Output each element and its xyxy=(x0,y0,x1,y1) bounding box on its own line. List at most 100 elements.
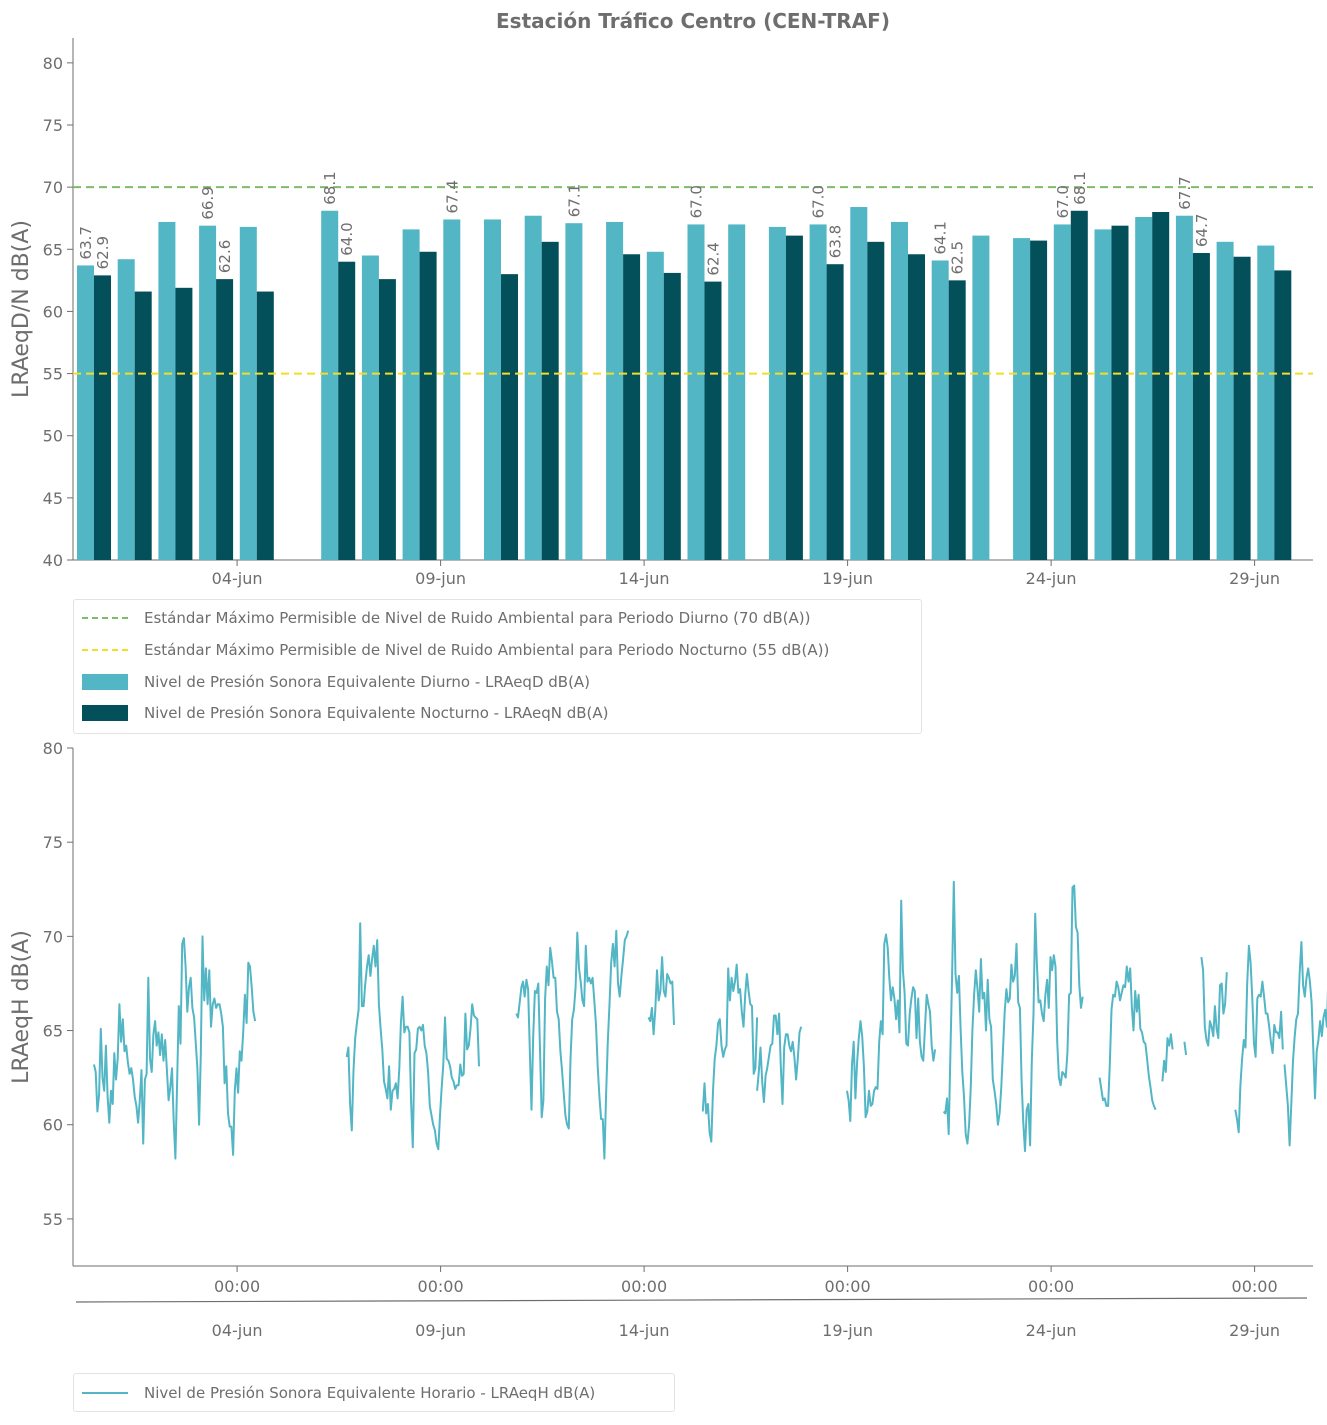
data-label-day: 67.0 xyxy=(1054,185,1072,218)
hourly-series-segment xyxy=(703,965,757,1142)
bar-day xyxy=(443,219,460,560)
hourly-series-segment xyxy=(1100,967,1156,1110)
data-label-day: 66.9 xyxy=(199,186,217,219)
data-label-night: 64.0 xyxy=(338,222,356,255)
bar-day xyxy=(240,227,257,560)
bar-night xyxy=(257,292,274,560)
bar-night xyxy=(216,279,233,560)
x-tick-label-hour: 00:00 xyxy=(214,1277,260,1296)
y-axis-label: LRAeqD/N dB(A) xyxy=(9,220,34,398)
x-tick-label: 19-jun xyxy=(822,569,873,588)
legend-label-std-day: Estándar Máximo Permisible de Nivel de R… xyxy=(144,609,810,627)
x-tick-label-hour: 00:00 xyxy=(825,1277,871,1296)
hourly-series-segment xyxy=(1285,893,1327,1145)
x-tick-label-date: 09-jun xyxy=(415,1321,466,1340)
data-label-night: 62.5 xyxy=(949,241,967,274)
bar-day xyxy=(932,260,949,560)
bar-day xyxy=(1176,216,1193,560)
hourly-series-segment xyxy=(1162,1034,1172,1081)
y-tick-label: 55 xyxy=(43,365,63,384)
data-label-night: 68.1 xyxy=(1071,171,1089,204)
bar-night xyxy=(542,242,559,560)
bar-day xyxy=(891,222,908,560)
legend-item-hourly: Nivel de Presión Sonora Equivalente Hora… xyxy=(82,1382,595,1404)
x-tick-label: 29-jun xyxy=(1229,569,1280,588)
hourly-series-segment xyxy=(347,923,479,1149)
bar-day xyxy=(972,236,989,560)
bar-night xyxy=(1234,257,1251,560)
bar-day xyxy=(1135,217,1152,560)
data-label-night: 62.4 xyxy=(705,242,723,275)
legend-item-night: Nivel de Presión Sonora Equivalente Noct… xyxy=(82,702,609,724)
data-label-day: 68.1 xyxy=(321,171,339,204)
data-label-day: 67.1 xyxy=(565,184,583,217)
x-tick-label-date: 19-jun xyxy=(822,1321,873,1340)
legend-top: Estándar Máximo Permisible de Nivel de R… xyxy=(73,599,922,734)
bar-night xyxy=(1030,241,1047,560)
bar-day xyxy=(525,216,542,560)
bar-night xyxy=(94,275,111,560)
legend-swatch-std-night xyxy=(82,642,128,658)
data-label-day: 64.1 xyxy=(932,221,950,254)
hourly-series-segment xyxy=(944,882,1083,1151)
bar-night xyxy=(379,279,396,560)
y-tick-label: 55 xyxy=(43,1210,63,1229)
hourly-series-segment xyxy=(1184,1042,1186,1055)
bar-day xyxy=(769,227,786,560)
bar-day xyxy=(565,223,582,560)
y-tick-label: 65 xyxy=(43,240,63,259)
data-label-night: 64.7 xyxy=(1193,214,1211,247)
x-tick-label-date: 24-jun xyxy=(1026,1321,1077,1340)
secondary-axis-line xyxy=(76,1298,1307,1302)
chart-title: Estación Tráfico Centro (CEN-TRAF) xyxy=(496,9,890,33)
bar-night xyxy=(827,264,844,560)
y-tick-label: 50 xyxy=(43,427,63,446)
x-tick-label: 14-jun xyxy=(619,569,670,588)
x-tick-label-hour: 00:00 xyxy=(1028,1277,1074,1296)
bar-night xyxy=(135,292,152,560)
y-tick-label: 60 xyxy=(43,1116,63,1135)
bar-day xyxy=(484,219,501,560)
hourly-series-segment xyxy=(1201,957,1226,1046)
bar-night xyxy=(420,252,437,560)
legend-swatch-std-day xyxy=(82,610,128,626)
legend-swatch-hourly xyxy=(82,1385,128,1401)
x-tick-label-date: 04-jun xyxy=(212,1321,263,1340)
x-tick-label-hour: 00:00 xyxy=(621,1277,667,1296)
x-tick-label-date: 29-jun xyxy=(1229,1321,1280,1340)
bar-day xyxy=(688,224,705,560)
hourly-series-segment xyxy=(847,901,935,1121)
y-axis-label: LRAeqH dB(A) xyxy=(9,930,34,1084)
bar-day xyxy=(118,259,135,560)
data-label-day: 67.7 xyxy=(1176,176,1194,209)
y-tick-label: 65 xyxy=(43,1022,63,1041)
hourly-series-segment xyxy=(1235,946,1283,1133)
bar-night xyxy=(786,236,803,560)
y-tick-label: 40 xyxy=(43,551,63,570)
bar-day xyxy=(1054,224,1071,560)
bar-night xyxy=(1274,270,1291,560)
legend-item-std-night: Estándar Máximo Permisible de Nivel de R… xyxy=(82,639,829,661)
data-label-day: 67.4 xyxy=(443,180,461,213)
y-tick-label: 70 xyxy=(43,178,63,197)
legend-label-day: Nivel de Presión Sonora Equivalente Diur… xyxy=(144,673,590,691)
bar-day xyxy=(77,265,94,560)
x-tick-label-hour: 00:00 xyxy=(418,1277,464,1296)
bar-night xyxy=(664,273,681,560)
bar-night xyxy=(1112,226,1129,560)
y-tick-label: 75 xyxy=(43,116,63,135)
bar-day xyxy=(1013,238,1030,560)
bar-night xyxy=(705,282,722,560)
bar-day xyxy=(403,229,420,560)
bar-day xyxy=(647,252,664,560)
bar-night xyxy=(338,262,355,560)
data-label-day: 63.7 xyxy=(77,226,95,259)
bar-night xyxy=(908,254,925,560)
x-tick-label-date: 14-jun xyxy=(619,1321,670,1340)
y-tick-label: 60 xyxy=(43,302,63,321)
bar-night xyxy=(501,274,518,560)
bar-night xyxy=(1193,253,1210,560)
